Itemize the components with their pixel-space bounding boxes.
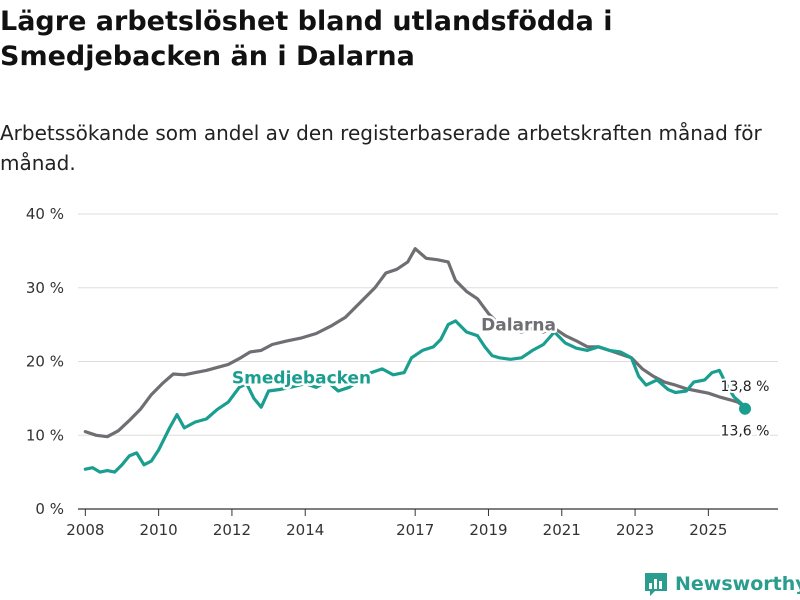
- x-tick-label-2014: 2014: [286, 521, 324, 539]
- x-tick-label-2021: 2021: [543, 521, 581, 539]
- x-tick-label-2025: 2025: [689, 521, 727, 539]
- chart-subtitle: Arbetssökande som andel av den registerb…: [0, 121, 762, 175]
- x-tick-label-2012: 2012: [213, 521, 251, 539]
- brand-logo: Newsworthy: [643, 570, 800, 598]
- y-tick-label-0: 0 %: [35, 500, 64, 518]
- end-point-smedjebacken: [739, 402, 752, 415]
- y-tick-label-20: 20 %: [26, 353, 64, 371]
- newsworthy-logo-icon: [645, 573, 667, 596]
- x-tick-label-2023: 2023: [616, 521, 654, 539]
- end-label-dalarna: 13,8 %: [721, 379, 770, 395]
- series-line-smedjebacken: [83, 319, 747, 474]
- brand-name: Newsworthy: [675, 573, 800, 595]
- chart-title: Lägre arbetslöshet bland utlandsfödda i …: [0, 6, 613, 72]
- series-label-smedjebacken: Smedjebacken: [232, 369, 371, 389]
- x-tick-label-2010: 2010: [140, 521, 178, 539]
- y-tick-label-30: 30 %: [26, 279, 64, 297]
- end-label-smedjebacken: 13,6 %: [721, 423, 770, 439]
- series-line-dalarna: [83, 247, 747, 439]
- x-tick-label-2008: 2008: [66, 521, 104, 539]
- series-label-dalarna: Dalarna: [481, 316, 556, 336]
- y-tick-label-10: 10 %: [26, 426, 64, 444]
- x-tick-label-2019: 2019: [469, 521, 507, 539]
- x-tick-label-2017: 2017: [396, 521, 434, 539]
- y-tick-label-40: 40 %: [26, 205, 64, 223]
